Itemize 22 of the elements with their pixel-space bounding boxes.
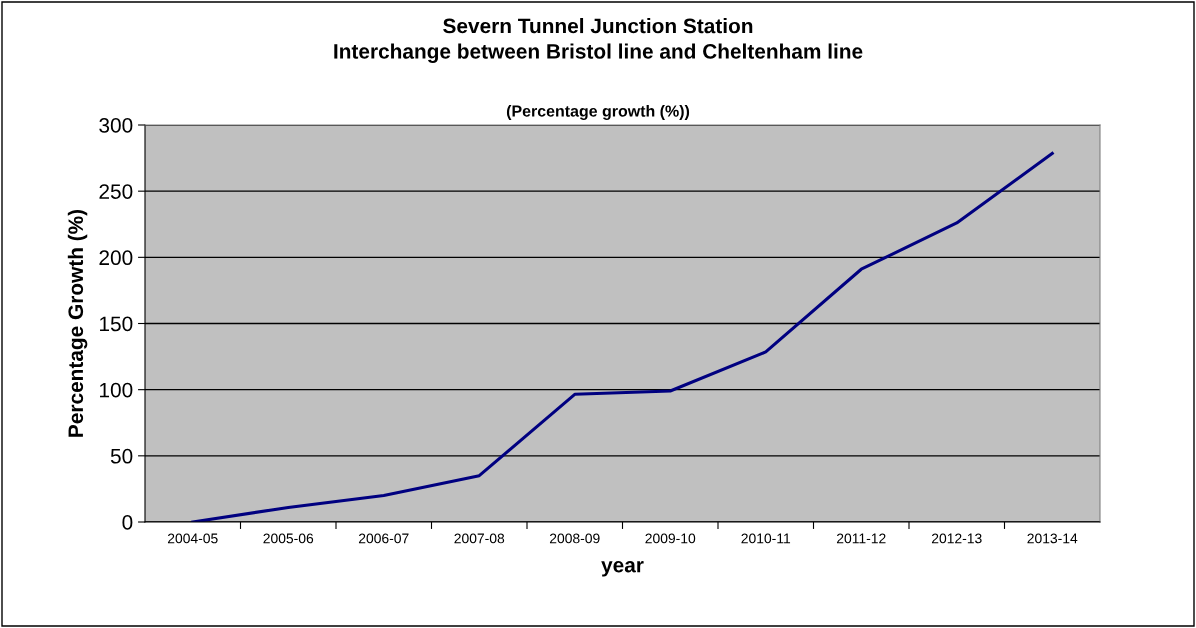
x-tick-label: 2008-09 <box>549 533 600 544</box>
x-tick-label: 2004-05 <box>167 533 218 544</box>
x-tick-label: 2012-13 <box>931 533 982 544</box>
chart-title: Severn Tunnel Junction Station Interchange between Bristol line and Cheltenham line <box>334 18 863 63</box>
x-tick-label: 2013-14 <box>1027 533 1078 544</box>
x-tick-label: 2006-07 <box>358 533 409 544</box>
x-tick-label: 2011-12 <box>836 533 886 544</box>
y-tick-label: 150 <box>100 316 133 332</box>
y-tick-label: 50 <box>110 448 133 464</box>
y-tick-label: 300 <box>99 118 133 133</box>
y-tick-label: 0 <box>122 515 133 530</box>
y-axis-title: Percentage Growth (%) <box>67 209 88 437</box>
x-axis-title: year <box>601 561 644 577</box>
x-tick-label: 2010-11 <box>741 533 791 544</box>
y-tick-label: 250 <box>99 184 133 199</box>
y-tick-label: 200 <box>99 250 133 266</box>
x-tick-label: 2007-08 <box>454 533 505 544</box>
line-series <box>191 151 1054 522</box>
x-tick-label: 2009-10 <box>645 533 696 544</box>
chart-subtitle: (Percentage growth (%)) <box>506 105 690 120</box>
x-tick-label: 2005-06 <box>263 533 314 544</box>
y-tick-label: 100 <box>100 382 133 398</box>
